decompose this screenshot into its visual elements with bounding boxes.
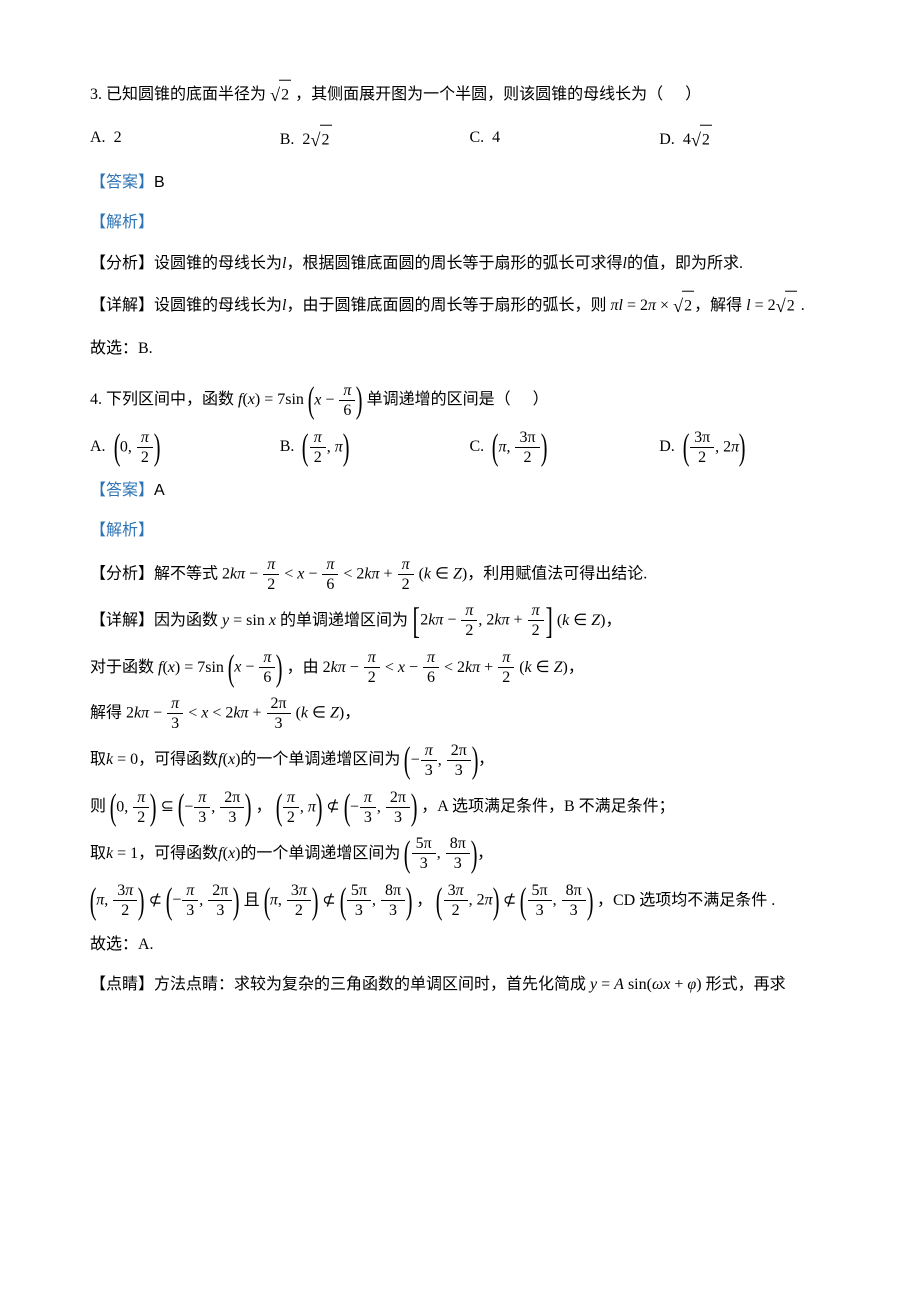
- q4-conclude: 故选：A.: [90, 930, 830, 960]
- sqrt-icon: 2: [673, 289, 694, 324]
- q4-detail-2: 对于函数 f(x) = 7sin (x − π6) ，由 2kπ − π2 < …: [90, 650, 830, 687]
- q3-detail: 【详解】设圆锥的母线长为l，由于圆锥底面圆的周长等于扇形的弧长，则 πl = 2…: [90, 289, 830, 324]
- q3-fenxi: 【分析】设圆锥的母线长为l，根据圆锥底面圆的周长等于扇形的弧长可求得l的值，即为…: [90, 249, 830, 279]
- sqrt-icon: 2: [776, 289, 797, 324]
- q4-option-a[interactable]: A. (0, π2): [90, 429, 280, 466]
- q4-options: A. (0, π2) B. (π2, π) C. (π, 3π2) D. (3π…: [90, 429, 830, 466]
- q3-options: A. 2 B. 22 C. 4 D. 42: [90, 123, 830, 158]
- sqrt-icon: 2: [310, 123, 331, 158]
- q4-stem: 4. 下列区间中，函数 f(x) = 7sin (x − π6) 单调递增的区间…: [90, 382, 830, 419]
- q4-answer: 【答案】A: [90, 476, 830, 506]
- q3-conclude: 故选：B.: [90, 334, 830, 364]
- q4-k0: 取k = 0，可得函数f(x)的一个单调递增区间为 (−π3, 2π3)，: [90, 742, 830, 779]
- q4-cd: (π, 3π2) ⊄ (−π3, 2π3) 且 (π, 3π2) ⊄ (5π3,…: [90, 883, 830, 920]
- q4-solve: 解得 2kπ − π3 < x < 2kπ + 2π3 (k ∈ Z)，: [90, 696, 830, 732]
- q4-analysis-label: 【解析】: [90, 516, 830, 546]
- q4-fenxi: 【分析】解不等式 2kπ − π2 < x − π6 < 2kπ + π2 (k…: [90, 557, 830, 593]
- q3-option-d[interactable]: D. 42: [659, 123, 830, 158]
- sqrt-icon: 2: [691, 123, 712, 158]
- q4-then: 则 (0, π2) ⊆ (−π3, 2π3) ， (π2, π) ⊄ (−π3,…: [90, 789, 830, 826]
- q3-option-a[interactable]: A. 2: [90, 123, 280, 158]
- q3-stem-post: ，其侧面展开图为一个半圆，则该圆锥的母线长为（: [295, 86, 663, 103]
- answer-label: 【答案】: [90, 174, 154, 191]
- q4-option-d[interactable]: D. (3π2, 2π): [659, 429, 830, 466]
- q4-option-c[interactable]: C. (π, 3π2): [470, 429, 660, 466]
- answer-label: 【答案】: [90, 482, 154, 499]
- period-icon: .: [767, 892, 775, 909]
- q4-detail-1: 【详解】因为函数 y = sin x 的单调递增区间为 [2kπ − π2, 2…: [90, 603, 830, 640]
- sqrt-icon: 2: [270, 78, 291, 113]
- q4-k1: 取k = 1，可得函数f(x)的一个单调递增区间为 (5π3, 8π3)，: [90, 836, 830, 873]
- q3-option-b[interactable]: B. 22: [280, 123, 470, 158]
- q4-dianjing: 【点睛】方法点睛：求较为复杂的三角函数的单调区间时，首先化简成 y = A si…: [90, 970, 830, 1000]
- q3-answer: 【答案】B: [90, 168, 830, 198]
- q4-option-b[interactable]: B. (π2, π): [280, 429, 470, 466]
- big-paren: (x − π6): [308, 382, 363, 419]
- q3-option-c[interactable]: C. 4: [470, 123, 660, 158]
- q4-number: 4.: [90, 392, 102, 409]
- q3-analysis-label: 【解析】: [90, 208, 830, 238]
- q3-number: 3.: [90, 86, 102, 103]
- q3-stem: 3. 已知圆锥的底面半径为 2 ，其侧面展开图为一个半圆，则该圆锥的母线长为（）: [90, 78, 830, 113]
- q3-stem-pre: 已知圆锥的底面半径为: [106, 86, 266, 103]
